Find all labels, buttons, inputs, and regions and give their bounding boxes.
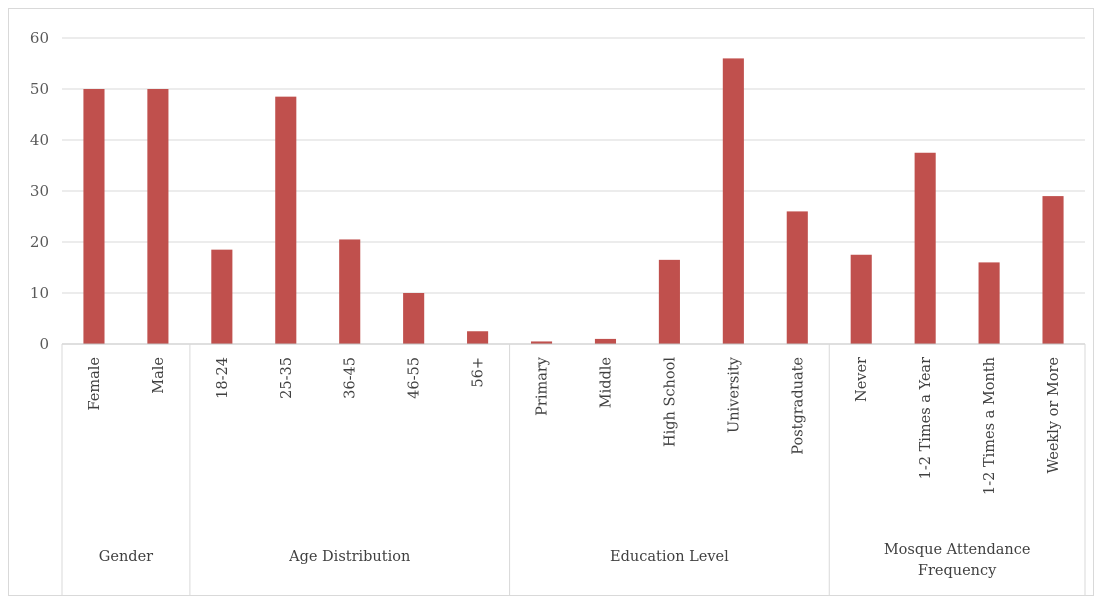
chart-container: 0 10 20 30 40 50 60 Female Male Gender 18-24 25-35 3… (8, 8, 1094, 596)
category-label: 36-45 (343, 357, 359, 399)
bar (530, 341, 553, 344)
y-tick-label: 50 (30, 80, 49, 98)
category-label: 1-2 Times a Month (982, 357, 998, 495)
group-label: Education Level (610, 549, 729, 565)
bar (1042, 196, 1064, 344)
category-label: Never (854, 357, 870, 402)
bar (403, 293, 425, 344)
category-label: Postgraduate (790, 357, 806, 455)
y-tick-label: 30 (30, 182, 49, 200)
y-tick-label: 0 (39, 335, 49, 353)
category-label: 46-55 (407, 357, 423, 399)
bar (275, 96, 297, 345)
y-tick-label: 60 (30, 29, 49, 47)
y-tick-label: 20 (30, 233, 49, 251)
group-label: Age Distribution (288, 549, 410, 565)
group-label: Mosque Attendance Frequency (884, 542, 1031, 579)
bar (914, 152, 936, 344)
category-label: 56+ (471, 357, 487, 388)
bar (786, 211, 808, 344)
category-label: Weekly or More (1046, 357, 1062, 473)
bar (850, 254, 872, 344)
category-label: Middle (598, 357, 614, 408)
category-label: 1-2 Times a Year (918, 357, 934, 479)
bar (83, 89, 105, 344)
bar-chart: 0 10 20 30 40 50 60 Female Male Gender 18-24 25-35 3… (30, 29, 1086, 596)
bar (658, 259, 680, 344)
bar (211, 249, 233, 344)
bar (722, 58, 744, 345)
category-label: Female (87, 357, 103, 410)
y-tick-label: 40 (30, 131, 49, 149)
y-tick-label: 10 (30, 284, 49, 302)
bar (339, 239, 361, 344)
category-label: Primary (535, 356, 551, 416)
category-label: 18-24 (215, 357, 231, 399)
category-label: 25-35 (279, 357, 295, 399)
bar (594, 338, 617, 344)
bar (147, 89, 169, 344)
category-label: Male (151, 357, 167, 394)
group-label: Gender (99, 549, 153, 565)
category-label: University (726, 356, 742, 433)
category-label: High School (662, 357, 678, 447)
bar (978, 262, 1000, 344)
bar (467, 331, 489, 344)
